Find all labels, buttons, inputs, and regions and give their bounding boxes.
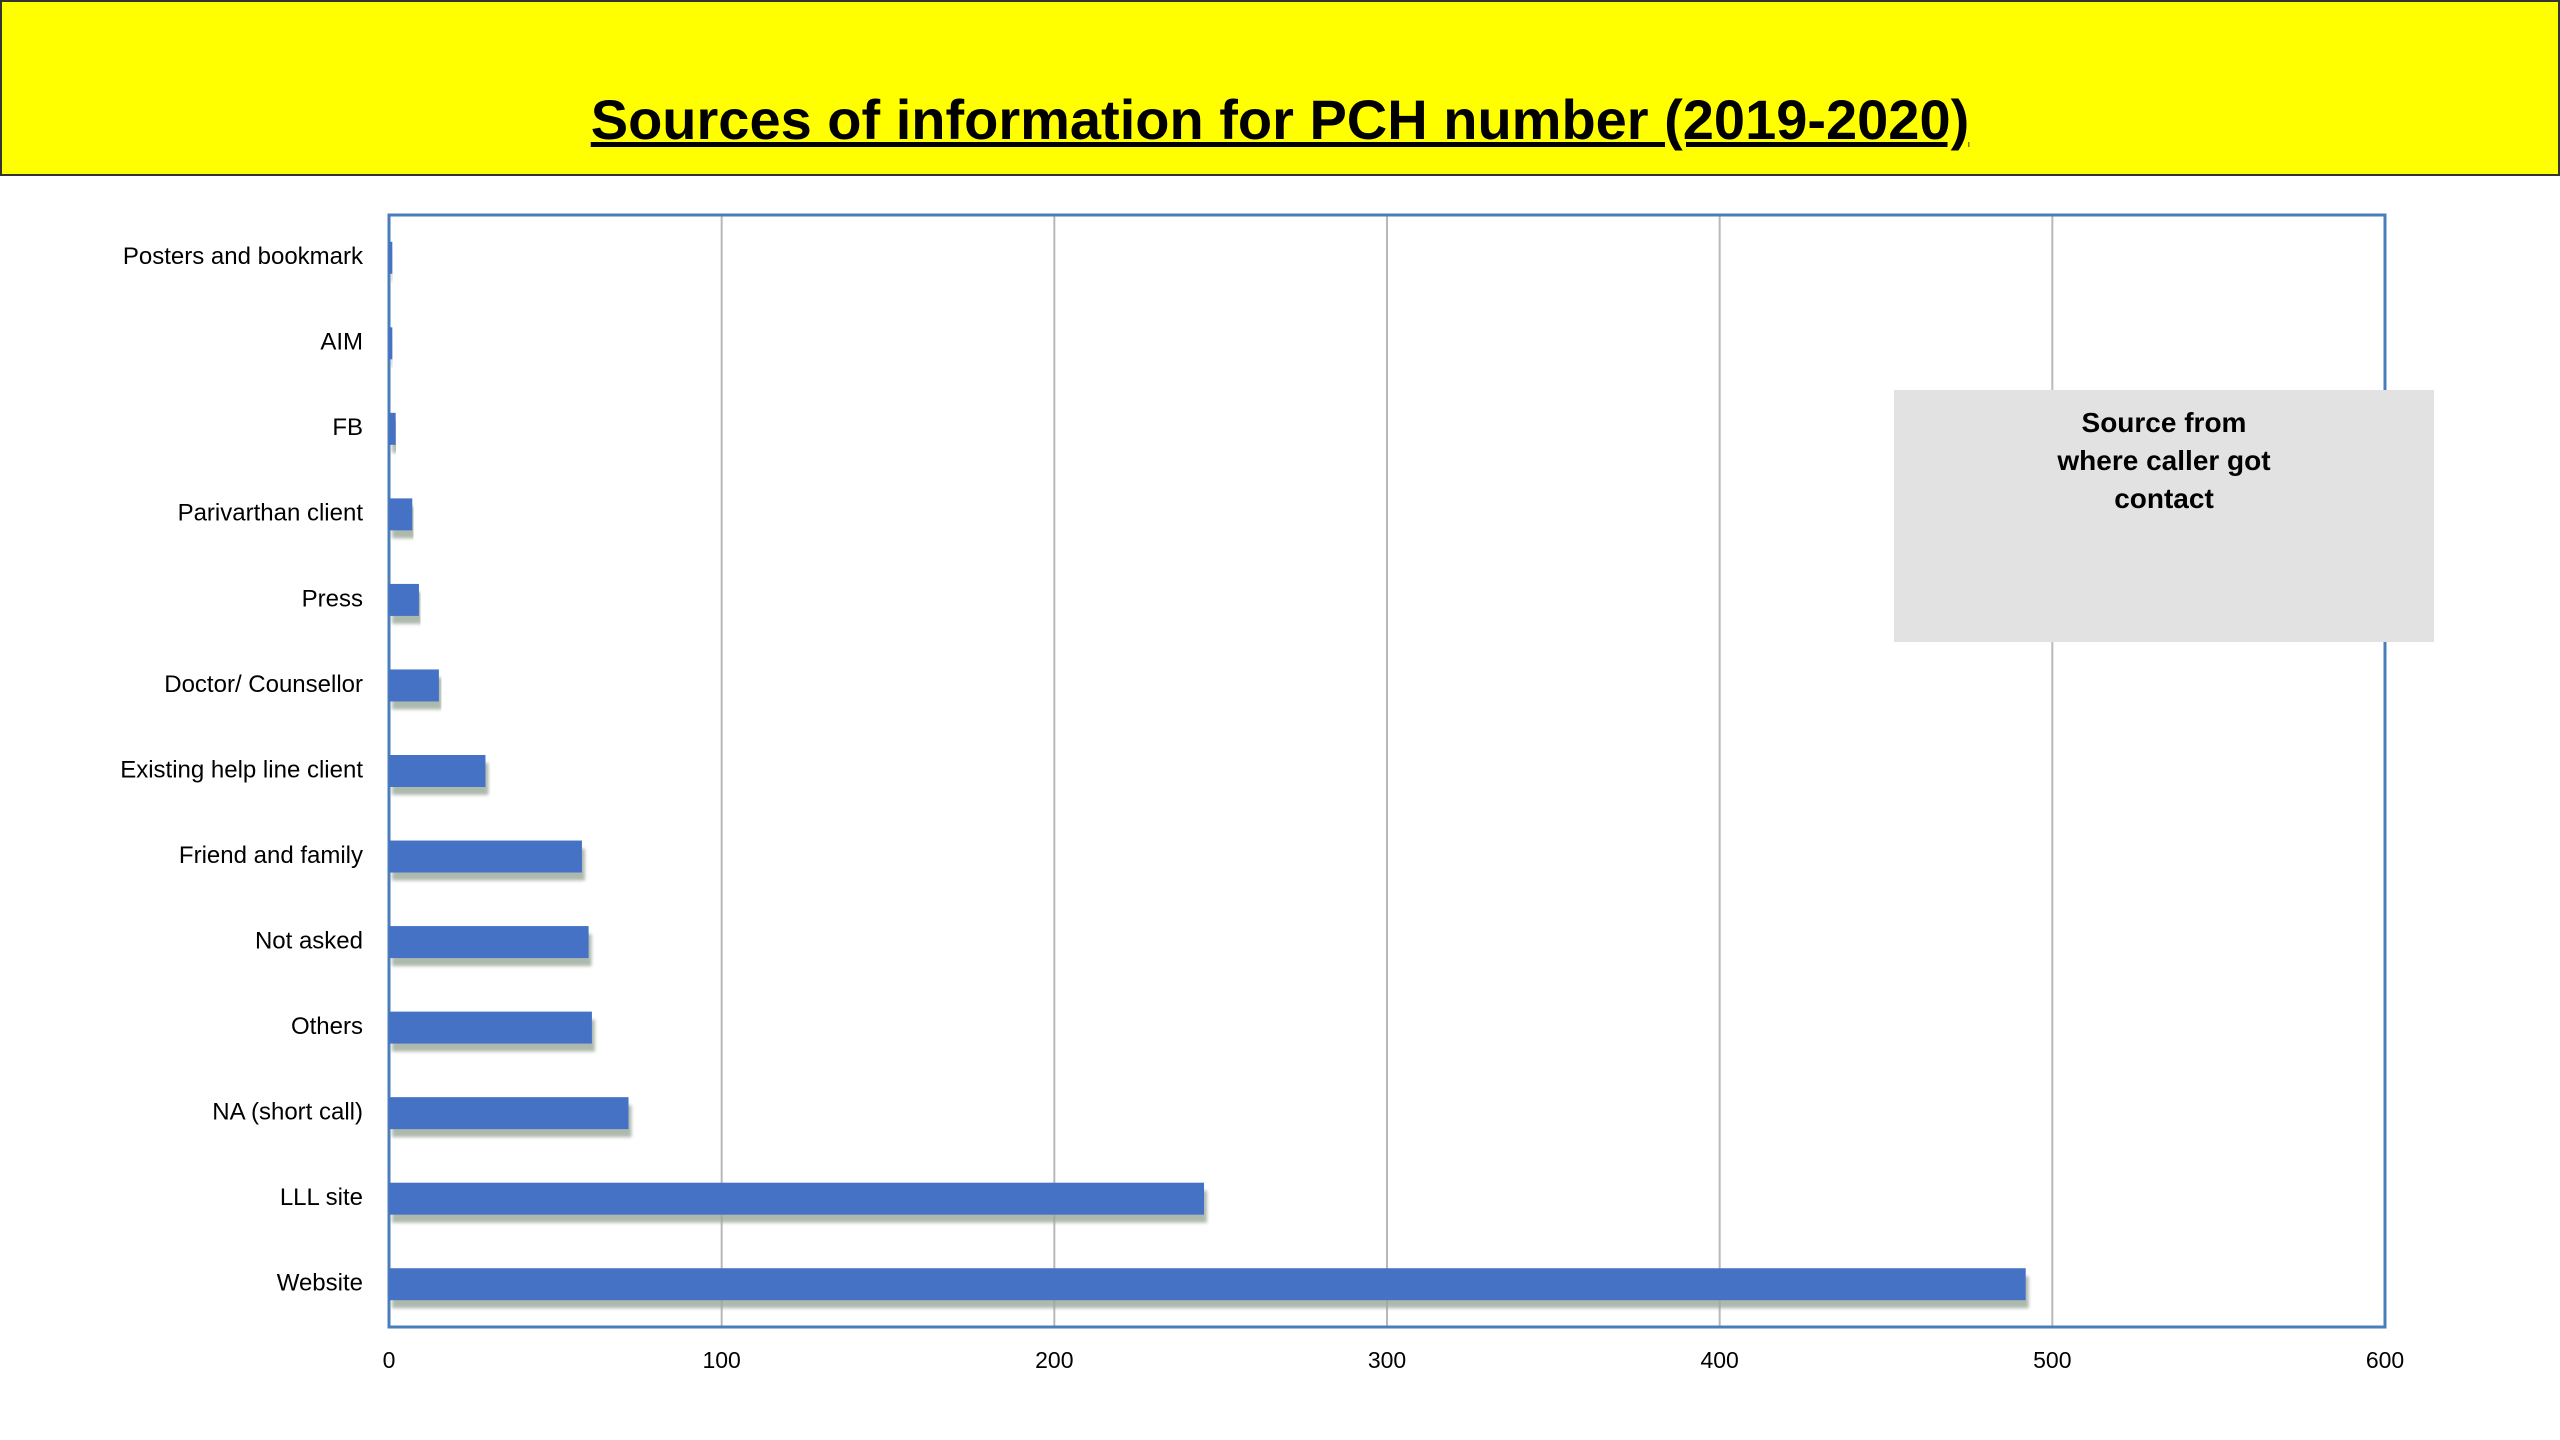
bar [389,412,396,445]
x-tick-label: 400 [1700,1347,1738,1373]
y-tick-label: Website [277,1270,363,1297]
y-tick-label: Posters and bookmark [123,243,364,270]
y-tick-label: AIM [320,329,363,356]
x-tick-label: 300 [1368,1347,1406,1373]
y-tick-label: Doctor/ Counsellor [164,671,363,698]
x-tick-label: 500 [2033,1347,2071,1373]
y-tick-label: FB [332,414,363,441]
y-tick-label: NA (short call) [212,1098,363,1125]
y-tick-label: Parivarthan client [178,500,364,527]
y-tick-label: LLL site [280,1184,363,1211]
bar [389,926,589,959]
bar [389,583,419,616]
y-tick-label: Others [291,1013,363,1040]
bar [389,1268,2026,1301]
y-tick-label: Press [302,585,363,612]
bar [389,498,413,531]
x-tick-label: 100 [702,1347,740,1373]
y-tick-label: Existing help line client [120,756,363,783]
bar [389,755,486,787]
bar [389,1182,1205,1215]
legend: Source from where caller got contact [1894,390,2434,642]
bar [389,669,439,702]
y-tick-label: Friend and family [179,842,363,869]
chart-title: Sources of information for PCH number (2… [590,88,1970,151]
bar [389,840,582,873]
x-tick-label: 600 [2366,1347,2404,1373]
x-tick-label: 0 [383,1347,396,1373]
bar [389,241,393,274]
y-tick-label: Not asked [255,927,363,954]
x-tick-label: 200 [1035,1347,1073,1373]
bar [389,1011,592,1044]
bar [389,1097,629,1130]
title-banner [0,0,2560,176]
bar [389,327,393,360]
